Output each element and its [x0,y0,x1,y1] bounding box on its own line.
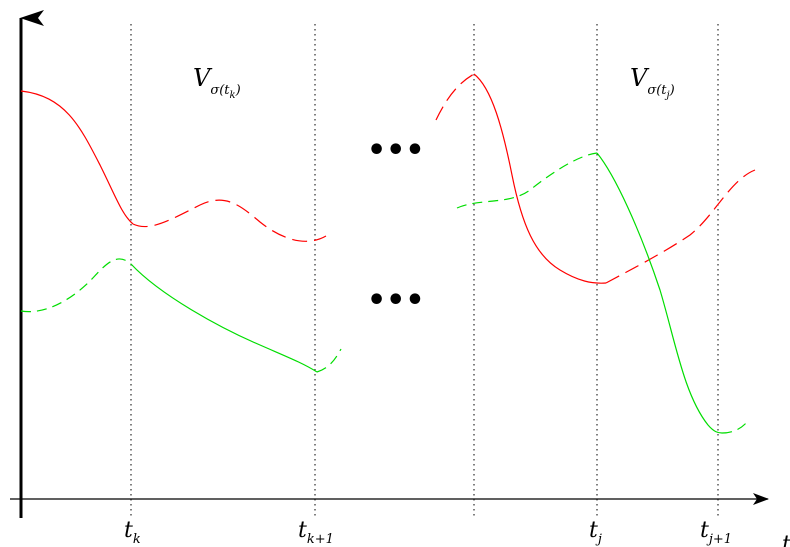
green-segment-solid-2 [596,152,723,434]
region-label-j: Vσ(tj) [630,64,675,101]
tick-label-tk1: tk+1 [298,518,334,547]
red-segment-solid-1 [20,90,134,225]
green-segment-solid-1 [130,263,318,373]
green-segment-dashed-1 [20,258,132,313]
red-segment-solid-2 [473,73,607,284]
ellipsis-marks: ••• ••• [367,133,425,318]
green-curve [20,152,749,434]
tick-label-tj1: tj+1 [700,518,732,547]
tick-labels: tk tk+1 tj tj+1 t [124,518,790,547]
ellipsis-upper: ••• [367,133,425,168]
region-labels: Vσ(tk) Vσ(tj) [193,64,675,101]
red-curve [20,73,756,284]
time-guides [130,24,719,518]
tick-label-tj: tj [589,518,602,547]
green-segment-dashed-4 [721,420,749,434]
tick-label-tk: tk [124,518,141,547]
green-segment-dashed-3 [456,152,598,209]
red-segment-dashed-2 [435,73,475,121]
ellipsis-lower: ••• [367,283,425,318]
x-axis-label: t [782,532,790,547]
green-segment-dashed-2 [316,348,342,373]
red-segment-dashed-1 [132,199,327,242]
red-segment-dashed-3 [605,169,756,284]
axes [10,10,769,518]
region-label-k: Vσ(tk) [193,64,241,101]
